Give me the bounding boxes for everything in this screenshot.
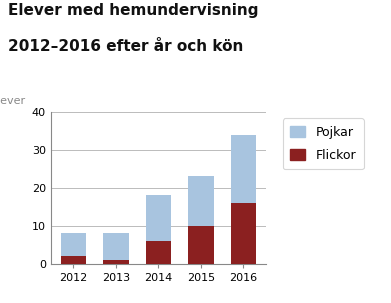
- Text: 2012–2016 efter år och kön: 2012–2016 efter år och kön: [8, 39, 243, 55]
- Bar: [188, 176, 213, 226]
- Bar: [103, 260, 129, 264]
- Bar: [188, 226, 213, 264]
- Text: Elever med hemundervisning: Elever med hemundervisning: [8, 3, 258, 18]
- Bar: [103, 233, 129, 260]
- Bar: [61, 233, 86, 256]
- Bar: [231, 135, 256, 203]
- Text: Elever: Elever: [0, 96, 26, 106]
- Bar: [231, 203, 256, 264]
- Legend: Pojkar, Flickor: Pojkar, Flickor: [283, 118, 364, 169]
- Bar: [145, 241, 171, 264]
- Bar: [61, 256, 86, 264]
- Bar: [145, 195, 171, 241]
